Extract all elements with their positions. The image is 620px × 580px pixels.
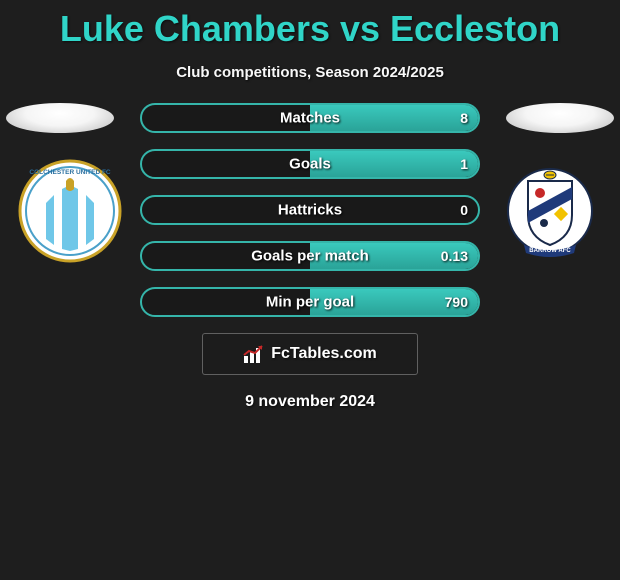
stat-label: Min per goal — [266, 294, 354, 311]
comparison-panel: COLCHESTER UNITED FC — [0, 103, 620, 317]
stat-value-right: 790 — [445, 294, 468, 310]
svg-text:COLCHESTER UNITED FC: COLCHESTER UNITED FC — [29, 169, 111, 176]
svg-text:BARROW AFC: BARROW AFC — [529, 248, 571, 254]
stat-bar: Min per goal 790 — [140, 287, 480, 317]
stat-value-right: 8 — [460, 110, 468, 126]
stat-fill-right — [310, 151, 478, 177]
page-subtitle: Club competitions, Season 2024/2025 — [0, 64, 620, 81]
brand-label: FcTables.com — [271, 345, 377, 363]
stat-bar: Hattricks 0 — [140, 195, 480, 225]
stat-value-right: 0.13 — [441, 248, 468, 264]
stat-value-right: 0 — [460, 202, 468, 218]
stat-value-right: 1 — [460, 156, 468, 172]
club-crest-left: COLCHESTER UNITED FC — [18, 159, 122, 263]
stat-bar: Goals per match 0.13 — [140, 241, 480, 271]
stat-label: Goals — [289, 156, 331, 173]
brand-box[interactable]: FcTables.com — [202, 333, 418, 375]
page-title: Luke Chambers vs Eccleston — [0, 0, 620, 50]
colchester-crest-icon: COLCHESTER UNITED FC — [18, 159, 122, 263]
player-left-oval — [6, 103, 114, 133]
stat-bar: Matches 8 — [140, 103, 480, 133]
date-footer: 9 november 2024 — [0, 393, 620, 411]
stat-label: Hattricks — [278, 202, 342, 219]
player-right-oval — [506, 103, 614, 133]
club-crest-right: BARROW AFC — [498, 159, 602, 263]
stat-label: Goals per match — [251, 248, 369, 265]
barrow-crest-icon: BARROW AFC — [498, 159, 602, 263]
stats-bars: Matches 8 Goals 1 Hattricks 0 Goals per match 0… — [140, 103, 480, 317]
stat-label: Matches — [280, 110, 340, 127]
stat-bar: Goals 1 — [140, 149, 480, 179]
bars-growth-icon — [243, 344, 265, 364]
